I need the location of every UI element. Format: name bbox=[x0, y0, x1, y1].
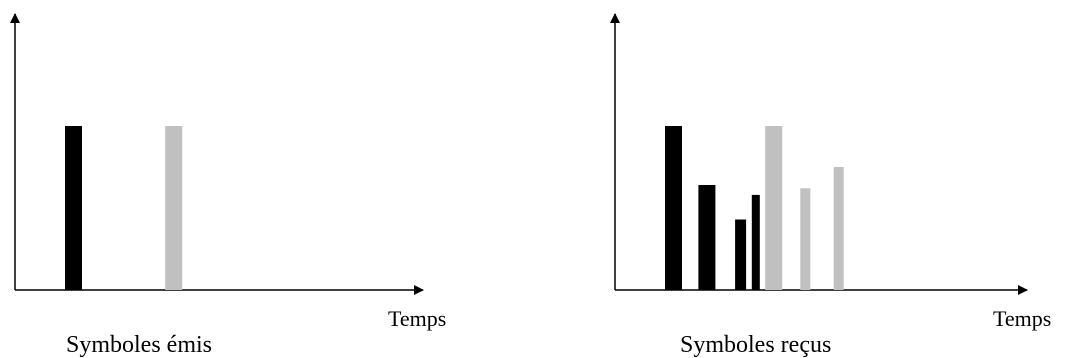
symbol-pulse bbox=[665, 126, 682, 290]
symbol-pulse bbox=[833, 167, 844, 290]
panel-caption: Symboles reçus bbox=[680, 332, 831, 358]
symbol-pulse bbox=[735, 219, 747, 290]
x-axis-label: Temps bbox=[388, 306, 446, 331]
x-axis-label: Temps bbox=[993, 306, 1051, 331]
symbol-pulse bbox=[751, 194, 760, 290]
symbol-pulse bbox=[65, 126, 82, 290]
pulse-group bbox=[665, 126, 844, 290]
symbol-pulse bbox=[165, 126, 183, 290]
received-panel: Temps Symboles reçus bbox=[610, 13, 1051, 358]
symbol-pulse bbox=[698, 185, 716, 290]
symbol-pulse bbox=[765, 126, 783, 290]
symbol-pulse bbox=[800, 188, 811, 290]
emitted-panel: Temps Symboles émis bbox=[10, 13, 446, 358]
panel-caption: Symboles émis bbox=[66, 332, 212, 358]
pulse-group bbox=[65, 126, 183, 290]
